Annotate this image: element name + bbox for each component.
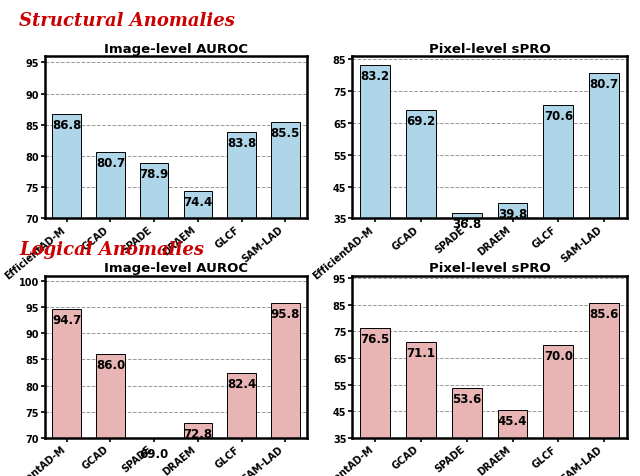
Text: 53.6: 53.6 — [452, 393, 481, 406]
Bar — [452, 388, 481, 438]
Text: 39.8: 39.8 — [498, 208, 527, 221]
Bar — [271, 303, 300, 438]
Text: 70.6: 70.6 — [544, 110, 573, 123]
Text: 78.9: 78.9 — [140, 168, 169, 180]
Text: Logical Anomalies: Logical Anomalies — [19, 240, 204, 258]
Title: Image-level AUROC: Image-level AUROC — [104, 262, 248, 275]
Bar — [543, 106, 573, 219]
Text: 69.0: 69.0 — [140, 447, 169, 460]
Text: 71.1: 71.1 — [406, 346, 435, 359]
Text: 70.0: 70.0 — [544, 349, 573, 362]
Bar — [52, 309, 81, 438]
Bar — [96, 152, 125, 219]
Bar — [498, 204, 527, 219]
Text: 94.7: 94.7 — [52, 313, 81, 326]
Text: 80.7: 80.7 — [589, 78, 619, 91]
Bar — [589, 74, 619, 219]
Text: 69.2: 69.2 — [406, 115, 435, 128]
Text: 83.2: 83.2 — [360, 70, 390, 83]
Bar — [543, 345, 573, 438]
Text: 85.5: 85.5 — [271, 127, 300, 139]
Bar — [140, 164, 168, 219]
Bar — [406, 110, 436, 219]
Bar — [96, 355, 125, 438]
Text: 83.8: 83.8 — [227, 137, 256, 150]
Bar — [589, 304, 619, 438]
Bar — [140, 438, 168, 443]
Text: 80.7: 80.7 — [96, 157, 125, 169]
Title: Pixel-level sPRO: Pixel-level sPRO — [429, 43, 550, 56]
Bar — [498, 410, 527, 438]
Text: 76.5: 76.5 — [360, 332, 390, 345]
Bar — [406, 342, 436, 438]
Bar — [184, 423, 212, 438]
Bar — [227, 133, 256, 219]
Text: 85.6: 85.6 — [589, 307, 619, 321]
Bar — [360, 328, 390, 438]
Title: Image-level AUROC: Image-level AUROC — [104, 43, 248, 56]
Text: 82.4: 82.4 — [227, 377, 256, 390]
Text: 45.4: 45.4 — [498, 415, 527, 427]
Text: 72.8: 72.8 — [183, 427, 212, 440]
Text: 95.8: 95.8 — [271, 307, 300, 320]
Bar — [52, 114, 81, 219]
Bar — [360, 66, 390, 219]
Text: 74.4: 74.4 — [183, 196, 212, 208]
Bar — [452, 213, 481, 219]
Bar — [271, 122, 300, 219]
Title: Pixel-level sPRO: Pixel-level sPRO — [429, 262, 550, 275]
Text: 86.0: 86.0 — [96, 358, 125, 371]
Text: 36.8: 36.8 — [452, 217, 481, 230]
Text: 86.8: 86.8 — [52, 119, 81, 131]
Text: Structural Anomalies: Structural Anomalies — [19, 12, 235, 30]
Bar — [227, 373, 256, 438]
Bar — [184, 191, 212, 219]
